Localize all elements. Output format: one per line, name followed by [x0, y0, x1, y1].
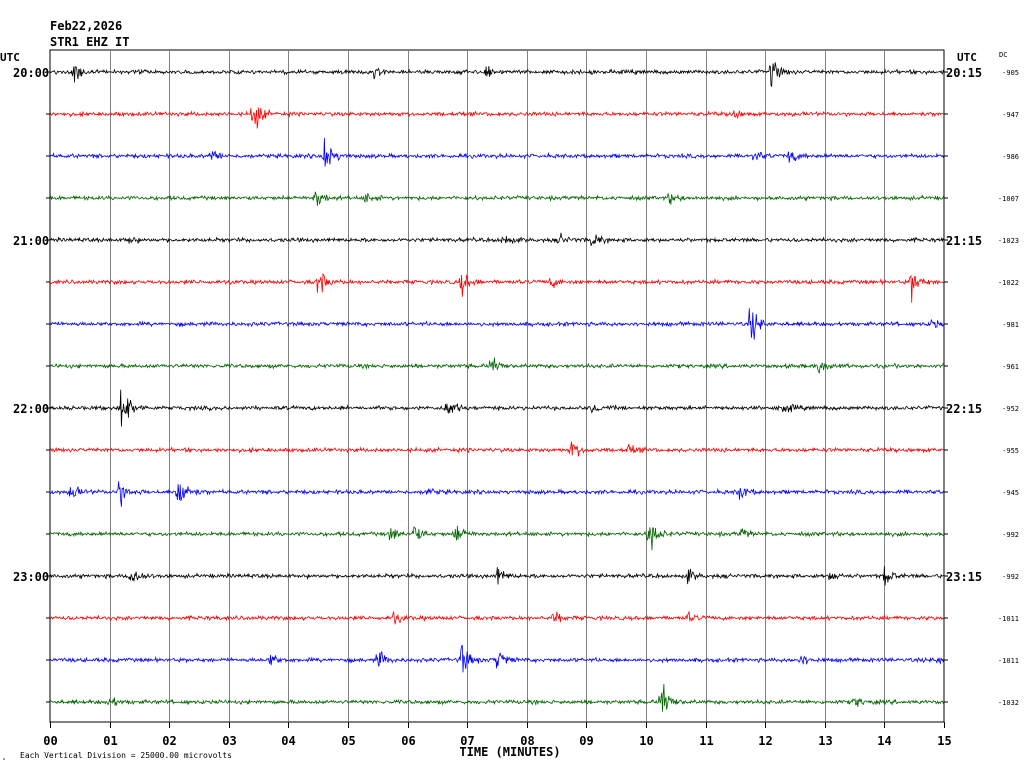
row-dc-value: -992: [1002, 531, 1019, 539]
row-dc-value: -1007: [998, 195, 1019, 203]
x-tick-label: 12: [758, 734, 772, 748]
row-dc-value: -1011: [998, 657, 1019, 665]
date-label: Feb22,2026: [50, 19, 122, 33]
row-time-right: 20:15: [946, 66, 982, 80]
row-dc-value: -945: [1002, 489, 1019, 497]
x-tick-label: 02: [162, 734, 176, 748]
trace-row-10: [49, 441, 945, 457]
x-tick-label: 11: [699, 734, 713, 748]
x-tick-label: 09: [579, 734, 593, 748]
trace-row-1: [49, 62, 945, 87]
trace-row-8: [49, 357, 945, 374]
trace-row-16: [49, 683, 945, 712]
row-dc-value: -986: [1002, 153, 1019, 161]
x-tick-label: 01: [103, 734, 117, 748]
grid-layer: [46, 49, 948, 728]
trace-row-12: [49, 525, 945, 551]
row-dc-value: -1022: [998, 279, 1019, 287]
row-time-right: 21:15: [946, 234, 982, 248]
row-time-left: 23:00: [13, 570, 49, 584]
trace-row-2: [49, 107, 945, 129]
x-tick-label: 10: [639, 734, 653, 748]
x-tick-label: 06: [401, 734, 415, 748]
right-utc-label: UTC: [957, 51, 977, 64]
trace-layer: [49, 62, 945, 712]
x-tick-label: 05: [341, 734, 355, 748]
x-tick-label: 14: [877, 734, 891, 748]
row-dc-value: -955: [1002, 447, 1019, 455]
x-tick-label: 00: [43, 734, 57, 748]
x-axis-title: TIME (MINUTES): [459, 745, 560, 759]
trace-row-5: [49, 232, 945, 247]
scale-note: Each Vertical Division = 25000.00 microv…: [20, 751, 232, 760]
x-tick-label: 07: [460, 734, 474, 748]
x-tick-label: 08: [520, 734, 534, 748]
trace-row-4: [49, 191, 945, 206]
row-dc-value: -905: [1002, 69, 1019, 77]
row-time-right: 23:15: [946, 570, 982, 584]
row-dc-value: -952: [1002, 405, 1019, 413]
row-time-left: 22:00: [13, 402, 49, 416]
trace-row-13: [49, 566, 945, 586]
row-time-left: 20:00: [13, 66, 49, 80]
x-tick-label: 13: [818, 734, 832, 748]
trace-row-15: [49, 644, 945, 673]
row-dc-value: -992: [1002, 573, 1019, 581]
x-tick-label: 04: [281, 734, 295, 748]
row-dc-value: -1032: [998, 699, 1019, 707]
row-dc-value: -947: [1002, 111, 1019, 119]
row-time-right: 22:15: [946, 402, 982, 416]
left-utc-label: UTC: [0, 51, 20, 64]
plot-frame: [49, 49, 945, 723]
trace-row-3: [49, 137, 945, 167]
x-tick-label: 15: [937, 734, 951, 748]
row-dc-value: -1023: [998, 237, 1019, 245]
row-dc-value: -1011: [998, 615, 1019, 623]
trace-row-6: [49, 272, 945, 303]
label-layer: Feb22,2026 STR1 EHZ IT UTC UTC DC TIME (…: [0, 19, 1019, 762]
station-label: STR1 EHZ IT: [50, 35, 129, 49]
x-tick-label: 03: [222, 734, 236, 748]
row-dc-value: -961: [1002, 363, 1019, 371]
corner-mark: ᵤ: [2, 755, 6, 762]
trace-row-9: [49, 389, 944, 427]
trace-row-11: [49, 481, 945, 507]
dc-header-label: DC: [999, 51, 1007, 59]
row-time-left: 21:00: [13, 234, 49, 248]
row-dc-value: -981: [1002, 321, 1019, 329]
trace-row-7: [49, 308, 945, 340]
trace-row-14: [49, 611, 945, 625]
